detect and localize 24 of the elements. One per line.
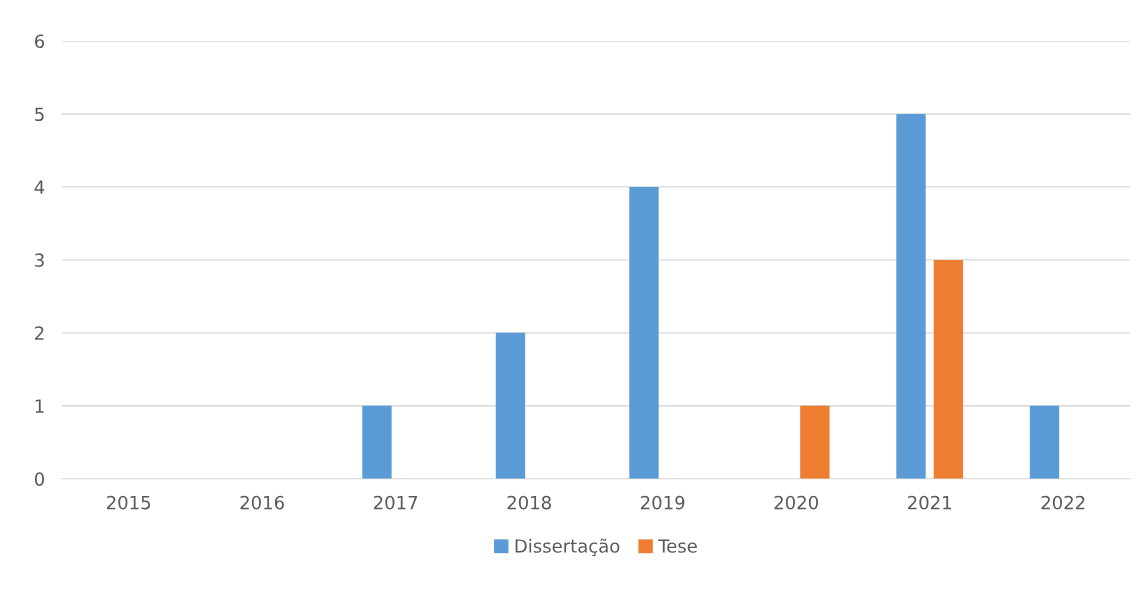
bar <box>933 259 964 479</box>
bar <box>629 186 659 479</box>
y-tick-label: 1 <box>35 399 44 413</box>
x-tick-label: 2018 <box>507 495 551 510</box>
bar <box>1029 405 1060 479</box>
x-tick-label: 2022 <box>1041 495 1085 510</box>
x-tick-label: 2021 <box>908 495 951 510</box>
legend-label: Tese <box>658 539 697 553</box>
x-tick-label: 2015 <box>106 495 151 510</box>
bar <box>896 113 926 479</box>
y-tick-label: 3 <box>35 253 44 267</box>
x-tick-label: 2017 <box>374 495 418 510</box>
legend-label: Dissertação <box>515 538 620 557</box>
bar <box>800 405 830 479</box>
bar <box>362 405 392 479</box>
y-tick-label: 6 <box>34 34 45 49</box>
y-tick-label: 0 <box>34 472 45 486</box>
x-tick-label: 2020 <box>774 495 818 510</box>
y-tick-label: 4 <box>34 180 45 194</box>
x-tick-label: 2016 <box>240 495 284 510</box>
y-tick-label: 2 <box>35 326 44 340</box>
y-tick-label: 5 <box>35 107 44 122</box>
bar <box>495 332 526 479</box>
x-tick-label: 2019 <box>641 495 685 510</box>
